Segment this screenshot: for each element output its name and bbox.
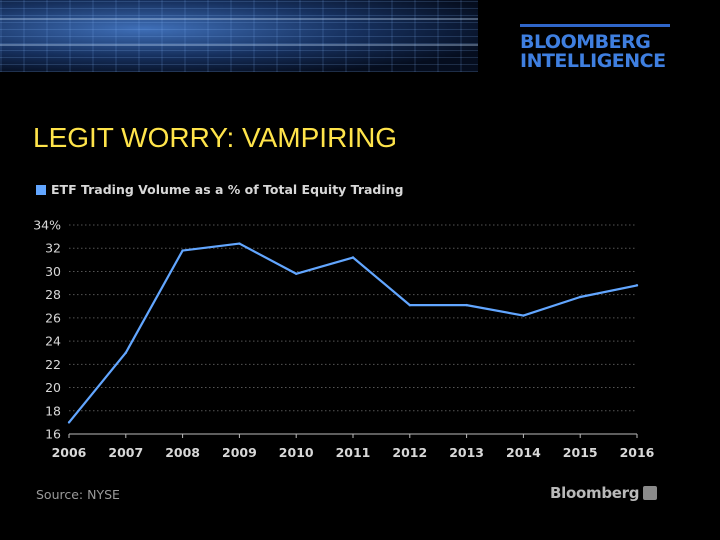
x-tick-label: 2014	[506, 445, 541, 460]
bloomberg-intelligence-logo: BLOOMBERG INTELLIGENCE	[520, 24, 670, 71]
y-tick-label: 22	[45, 357, 61, 372]
header-banner-image	[0, 0, 478, 72]
x-tick-label: 2015	[563, 445, 598, 460]
y-tick-label: 26	[45, 310, 61, 325]
x-tick-label: 2012	[392, 445, 427, 460]
y-tick-label: 32	[45, 241, 61, 256]
data-point	[181, 249, 184, 252]
y-tick-label: 30	[45, 264, 61, 279]
data-point	[238, 242, 241, 245]
footer-logo-text: Bloomberg	[550, 484, 640, 502]
x-tick-label: 2010	[279, 445, 314, 460]
legend-label: ETF Trading Volume as a % of Total Equit…	[51, 182, 404, 197]
chart-legend: ETF Trading Volume as a % of Total Equit…	[36, 182, 404, 197]
x-tick-label: 2007	[108, 445, 143, 460]
x-tick-label: 2008	[165, 445, 200, 460]
data-point	[67, 421, 71, 424]
logo-line-1: BLOOMBERG	[520, 31, 651, 53]
bloomberg-footer-logo: Bloomberg	[550, 484, 658, 502]
x-tick-label: 2006	[52, 445, 87, 460]
data-point	[295, 272, 298, 275]
y-tick-label: 20	[45, 380, 61, 395]
logo-line-2: INTELLIGENCE	[520, 50, 666, 72]
y-tick-label: 18	[45, 403, 61, 418]
data-point	[579, 295, 582, 299]
x-tick-label: 2016	[620, 445, 655, 460]
footer-logo-icon	[643, 486, 658, 500]
series-line	[68, 242, 638, 424]
legend-swatch	[36, 184, 46, 195]
x-tick-label: 2009	[222, 445, 257, 460]
logo-rule	[520, 24, 670, 27]
y-tick-label: 16	[45, 427, 61, 442]
data-point	[465, 303, 468, 307]
data-point	[408, 303, 411, 307]
slide-title: LEGIT WORRY: VAMPIRING	[33, 122, 398, 153]
data-point	[522, 314, 525, 317]
data-point	[351, 256, 355, 259]
x-tick-label: 2013	[449, 445, 484, 460]
data-point	[635, 284, 639, 287]
y-tick-label: 24	[45, 334, 61, 349]
y-tick-label: 28	[45, 287, 61, 302]
source-note: Source: NYSE	[36, 487, 120, 502]
y-tick-label: 34%	[33, 218, 61, 233]
x-tick-label: 2011	[336, 445, 371, 460]
data-point	[124, 351, 128, 354]
